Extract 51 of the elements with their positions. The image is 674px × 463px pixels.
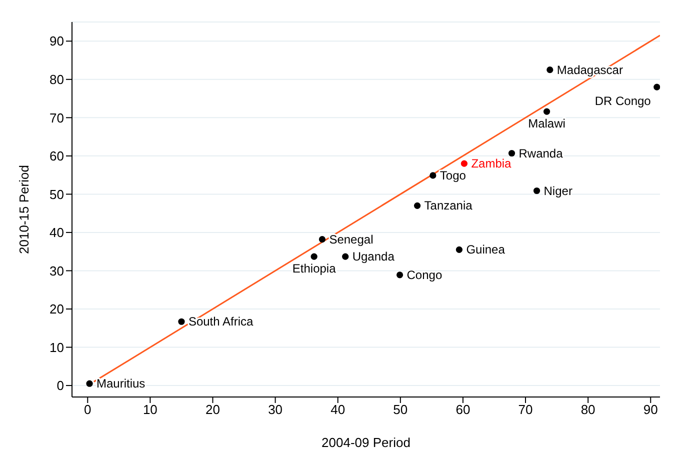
point [310, 253, 318, 260]
x-axis-title: 2004-09 Period [322, 435, 410, 450]
series-label: Ethiopia [292, 262, 336, 276]
x-tick-label: 10 [142, 402, 158, 418]
series-label: Congo [406, 268, 442, 282]
point [543, 108, 550, 115]
x-tick-label: 20 [206, 402, 220, 418]
y-tick-label: 10 [50, 340, 64, 355]
point [546, 66, 554, 74]
series-label: Zambia [471, 156, 512, 171]
y-tick-label: 40 [50, 225, 64, 240]
point [318, 236, 326, 243]
y-tick-label: 30 [50, 263, 64, 278]
y-tick-label: 50 [50, 186, 64, 202]
y-tick-label: 90 [50, 34, 64, 49]
x-tick-label: 50 [393, 402, 408, 418]
series-label: South Africa [188, 314, 254, 329]
x-tick-label: 40 [330, 402, 346, 418]
x-tick-label: 80 [580, 402, 596, 418]
point [456, 246, 463, 253]
series-label: Niger [544, 184, 572, 198]
series-label: Tanzania [424, 198, 473, 213]
point [178, 318, 185, 325]
point [396, 272, 404, 278]
series-label: Malawi [528, 116, 566, 131]
y-axis-title: 2010-15 Period [16, 165, 32, 254]
x-tick-label: 0 [84, 402, 92, 418]
point [342, 253, 349, 260]
series-label: Rwanda [518, 146, 564, 160]
x-tick-label: 70 [518, 402, 533, 418]
point [460, 160, 468, 167]
series-label: Togo [440, 168, 466, 182]
series-label: Mauritius [96, 376, 146, 391]
point [533, 187, 540, 194]
x-tick-label: 90 [643, 402, 658, 418]
series-label: Senegal [329, 232, 374, 246]
x-tick-label: 60 [456, 402, 470, 418]
point [430, 172, 436, 179]
point [654, 84, 660, 90]
y-tick-label: 0 [56, 378, 64, 394]
point [508, 150, 516, 157]
series-label: Guinea [466, 242, 506, 257]
series-label: DR Congo [594, 94, 652, 108]
point [86, 380, 93, 387]
y-tick-label: 80 [50, 72, 64, 88]
y-tick-label: 70 [50, 110, 64, 126]
y-tick-label: 20 [50, 302, 64, 317]
y-tick-label: 60 [50, 148, 64, 164]
series-label: Uganda [352, 250, 395, 264]
point [414, 202, 421, 209]
x-tick-label: 30 [268, 402, 283, 418]
